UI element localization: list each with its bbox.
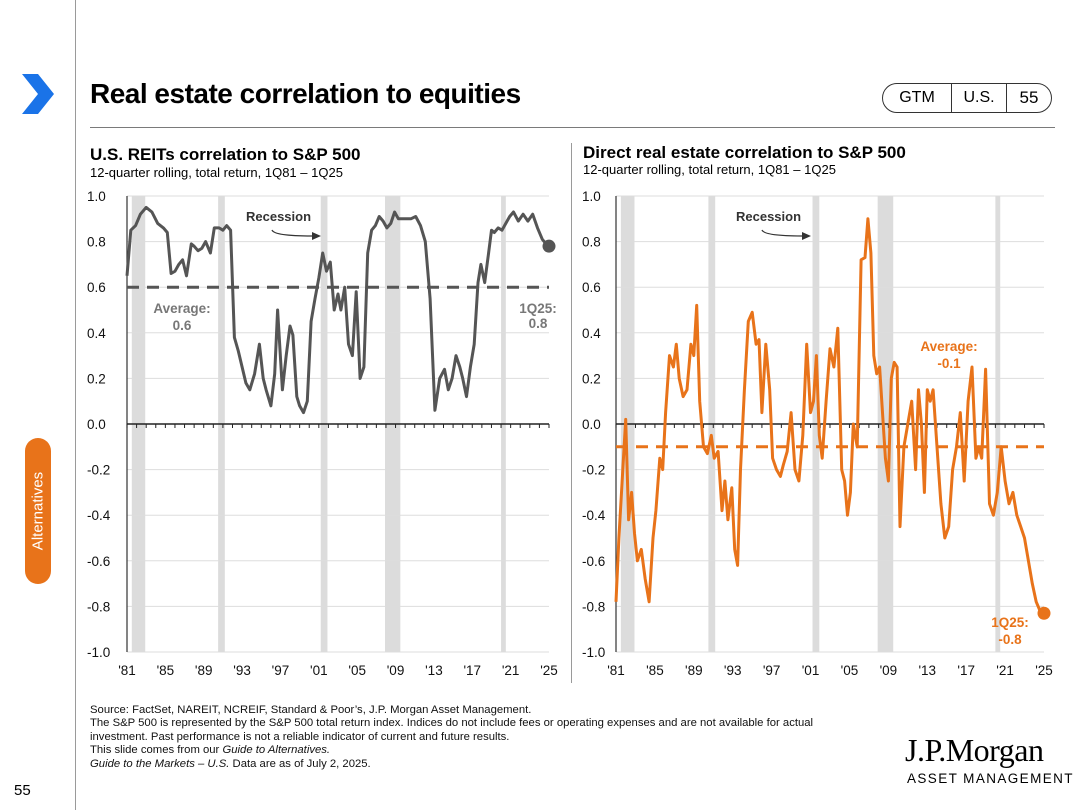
x-tick-label: '17 — [957, 663, 975, 678]
y-tick-label: 0.0 — [87, 417, 106, 432]
recession-arrowhead-icon — [802, 232, 811, 240]
y-tick-label: 1.0 — [582, 189, 601, 204]
y-tick-label: 0.8 — [582, 235, 601, 250]
average-value-label: 0.6 — [173, 318, 192, 333]
average-value-label: -0.1 — [937, 356, 961, 371]
y-tick-label: -0.8 — [582, 599, 605, 614]
x-tick-label: '17 — [463, 663, 481, 678]
gtm-badge: GTM U.S. 55 — [882, 83, 1052, 113]
y-tick-label: -0.4 — [87, 508, 111, 523]
y-tick-label: -0.2 — [582, 463, 605, 478]
end-value-label: 0.8 — [529, 316, 548, 331]
y-tick-label: 0.4 — [87, 326, 106, 341]
recession-label: Recession — [246, 209, 311, 224]
y-tick-label: -0.4 — [582, 508, 606, 523]
footnote-line-4: Guide to the Markets – U.S. Data are as … — [90, 758, 910, 771]
footnote-line-3: This slide comes from our Guide to Alter… — [90, 744, 910, 757]
series-line — [614, 217, 1045, 615]
right-chart-subtitle: 12-quarter rolling, total return, 1Q81 –… — [583, 162, 836, 177]
end-label: 1Q25: — [991, 615, 1029, 630]
x-tick-label: '81 — [607, 663, 625, 678]
x-tick-label: '93 — [233, 663, 251, 678]
left-chart-title: U.S. REITs correlation to S&P 500 — [90, 145, 361, 164]
footnote-line-1: The S&P 500 is represented by the S&P 50… — [90, 717, 814, 730]
y-tick-label: 0.6 — [87, 280, 106, 295]
x-tick-label: '97 — [763, 663, 781, 678]
badge-region: U.S. — [952, 84, 1007, 112]
x-tick-label: '25 — [540, 663, 558, 678]
x-tick-label: '01 — [802, 663, 820, 678]
x-tick-label: '21 — [996, 663, 1014, 678]
y-tick-label: 0.8 — [87, 235, 106, 250]
x-tick-label: '05 — [841, 663, 859, 678]
asset-management-label: ASSET MANAGEMENT — [907, 771, 1074, 786]
x-tick-label: '09 — [880, 663, 898, 678]
end-point-marker — [1037, 606, 1051, 620]
y-tick-label: 0.2 — [582, 371, 601, 386]
x-tick-label: '01 — [310, 663, 328, 678]
y-tick-label: 0.6 — [582, 280, 601, 295]
x-tick-label: '85 — [646, 663, 664, 678]
recession-label: Recession — [736, 209, 801, 224]
y-tick-label: -0.6 — [87, 554, 110, 569]
end-point-marker — [542, 239, 556, 253]
end-value-label: -0.8 — [998, 632, 1022, 647]
y-tick-label: -0.6 — [582, 554, 605, 569]
average-label: Average: — [920, 339, 977, 354]
x-tick-label: '89 — [685, 663, 703, 678]
y-tick-label: 0.2 — [87, 371, 106, 386]
footnote-line-4-text: Data are as of July 2, 2025. — [229, 757, 371, 770]
x-tick-label: '09 — [387, 663, 405, 678]
y-tick-label: -0.8 — [87, 599, 110, 614]
x-tick-label: '93 — [724, 663, 742, 678]
chevron-right-icon — [22, 74, 54, 114]
footnote-source: Source: FactSet, NAREIT, NCREIF, Standar… — [90, 704, 532, 716]
x-tick-label: '13 — [918, 663, 936, 678]
average-label: Average: — [153, 301, 210, 316]
jpmorgan-logo: J.P.Morgan — [905, 732, 1044, 768]
y-tick-label: 0.4 — [582, 326, 601, 341]
recession-arrow-icon — [761, 229, 803, 237]
right-chart-title: Direct real estate correlation to S&P 50… — [583, 143, 906, 162]
page-number: 55 — [14, 782, 31, 799]
end-label: 1Q25: — [519, 301, 557, 316]
footnote-line-3-text: This slide comes from our — [90, 744, 223, 757]
recession-arrow-icon — [271, 229, 313, 237]
left-margin-line — [75, 0, 76, 810]
header-divider — [90, 127, 1055, 128]
badge-page: 55 — [1019, 88, 1039, 107]
page-title: Real estate correlation to equities — [90, 78, 521, 109]
chart-separator — [571, 143, 572, 683]
footnotes: Source: FactSet, NAREIT, NCREIF, Standar… — [90, 704, 910, 771]
guide-to-markets-text: Guide to the Markets – U.S. — [90, 757, 230, 770]
y-tick-label: -1.0 — [87, 645, 110, 660]
series-line — [125, 205, 550, 415]
guide-to-alternatives-link[interactable]: Guide to Alternatives. — [222, 744, 331, 757]
section-tab-alternatives[interactable]: Alternatives — [25, 438, 51, 584]
x-tick-label: '85 — [157, 663, 175, 678]
x-tick-label: '05 — [348, 663, 366, 678]
y-tick-label: -1.0 — [582, 645, 605, 660]
badge-gtm: GTM — [883, 84, 952, 112]
x-tick-label: '13 — [425, 663, 443, 678]
x-tick-label: '89 — [195, 663, 213, 678]
x-tick-label: '97 — [272, 663, 290, 678]
left-chart-subtitle: 12-quarter rolling, total return, 1Q81 –… — [90, 165, 343, 180]
x-tick-label: '81 — [118, 663, 136, 678]
x-tick-label: '25 — [1035, 663, 1053, 678]
y-tick-label: 0.0 — [582, 417, 601, 432]
recession-arrowhead-icon — [312, 232, 321, 240]
y-tick-label: -0.2 — [87, 463, 110, 478]
footnote-line-2: investment. Past performance is not a re… — [90, 730, 510, 743]
y-tick-label: 1.0 — [87, 189, 106, 204]
x-tick-label: '21 — [502, 663, 520, 678]
